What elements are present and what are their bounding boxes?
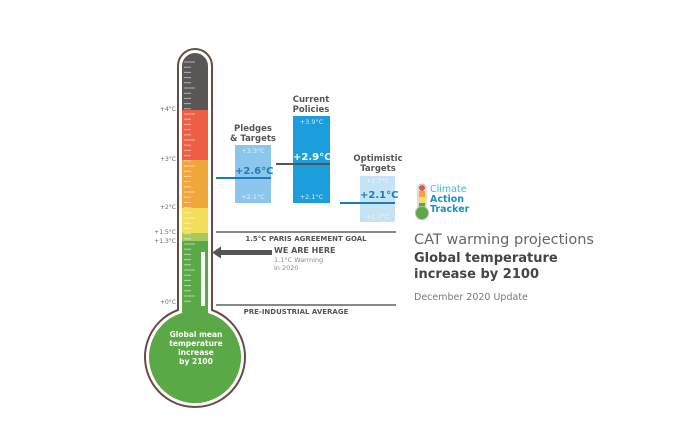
scenario-box-pledges: +3.3°C +2.6°C +2.1°C	[235, 145, 274, 203]
title-line3: December 2020 Update	[414, 292, 528, 303]
scenario-mid: +2.9°C	[293, 152, 332, 163]
scenario-midline-pledges	[216, 177, 271, 179]
bulb-label-line: Global mean	[169, 330, 223, 339]
we-are-here-line1: 1.1°C Warming	[274, 256, 324, 264]
scenario-header-current: Current Policies	[283, 95, 339, 115]
scenario-low: +1.7°C	[365, 213, 390, 221]
we-are-here-title: WE ARE HERE	[274, 246, 336, 255]
scenario-header-line: Targets	[360, 164, 396, 174]
scenario-header-line: Policies	[292, 105, 330, 115]
title-line2: Global temperature increase by 2100	[414, 251, 558, 283]
logo-text: Climate Action Tracker	[430, 185, 469, 215]
scenario-low: +2.1°C	[299, 193, 324, 201]
scenario-midline-current	[276, 163, 330, 165]
paris-goal-label: 1.5°C PARIS AGREEMENT GOAL	[245, 235, 367, 243]
scenario-header-line: & Targets	[230, 134, 276, 144]
scenario-box-current: +3.9°C +2.9°C +2.1°C	[293, 116, 332, 203]
scenario-high: +3.9°C	[299, 118, 324, 126]
tick-label-4: +4°C	[159, 106, 176, 113]
tick-label-3: +3°C	[159, 156, 176, 163]
paris-goal-line	[216, 231, 396, 233]
scenario-mid: +2.6°C	[235, 166, 274, 177]
bulb-label: Global mean temperature increase by 2100	[160, 330, 232, 366]
tick-label-2: +2°C	[159, 204, 176, 211]
scenario-header-optimistic: Optimistic Targets	[349, 154, 407, 174]
tick-label-1-5: +1.5°C	[154, 229, 176, 236]
we-are-here: WE ARE HERE 1.1°C Warming in 2020	[274, 246, 335, 272]
scenario-mid: +2.1°C	[360, 190, 399, 201]
bulb-label-line: by 2100	[179, 357, 213, 366]
bulb-label-line: increase	[178, 348, 214, 357]
logo-line1: Climate	[430, 184, 467, 195]
thermometer-logo-icon	[415, 183, 429, 220]
logo-line3: Tracker	[430, 204, 470, 215]
arrow-left-icon	[212, 246, 272, 259]
scenario-box-optimistic: +2.7°C +2.1°C +1.7°C	[360, 176, 399, 222]
tick-label-1-3: +1.3°C	[154, 238, 176, 245]
scenario-high: +3.3°C	[241, 147, 265, 155]
title-line1: CAT warming projections	[414, 232, 594, 248]
pre-industrial-label: PRE-INDUSTRIAL AVERAGE	[243, 308, 349, 316]
bulb-label-line: temperature	[169, 339, 223, 348]
current-warming-marker	[201, 252, 205, 306]
scenario-header-pledges: Pledges & Targets	[225, 124, 281, 144]
we-are-here-line2: in 2020	[274, 264, 299, 272]
scenario-low: +2.1°C	[241, 193, 265, 201]
scenario-high: +2.7°C	[365, 177, 390, 185]
tick-label-0: +0°C	[159, 299, 176, 306]
scenario-header-line: Optimistic	[353, 154, 403, 164]
scenario-midline-optimistic	[340, 202, 395, 204]
pre-industrial-line	[216, 304, 396, 306]
zone-lightgreen	[170, 233, 220, 241]
scenario-header-line: Current	[292, 95, 330, 105]
title-line2a: Global temperature	[414, 251, 558, 266]
scenario-header-line: Pledges	[234, 124, 272, 134]
logo-line2: Action	[430, 194, 465, 205]
title-line2b: increase by 2100	[414, 267, 539, 282]
